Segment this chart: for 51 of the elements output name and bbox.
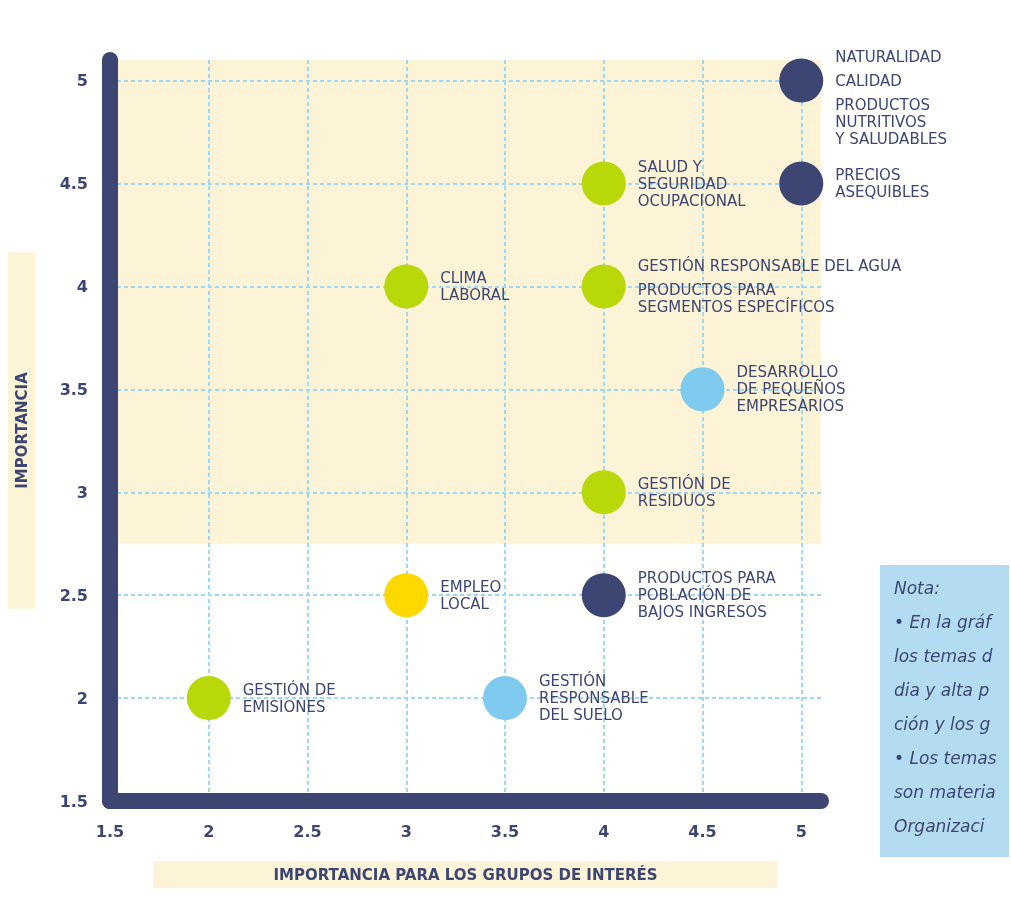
text: • En la gráf [894,611,995,632]
y-tick-label: 2.5 [59,585,88,605]
y-tick-label: 4.5 [59,174,88,193]
y-tick-label: 5 [76,71,88,91]
annotation: EMPLEO LOCAL [440,577,502,613]
x-tick-label: 4 [598,821,610,841]
point [186,676,231,721]
point [483,676,527,721]
annotation: GESTIÓN RESPONSABLE DEL SUELO [539,671,649,725]
x-axis-title: IMPORTANCIA PARA LOS GRUPOS DE INTERÉS [273,864,658,884]
y-tick-label: 2 [76,688,88,708]
text: Nota: [894,577,940,598]
point [779,161,824,206]
point [680,367,725,412]
annotation: PRECIOS ASEQUIBLES [835,166,930,201]
x-tick-label: 2 [203,821,215,841]
x-tick-label: 2.5 [293,821,322,841]
y-axis-title: IMPORTANCIA [12,371,31,489]
annotation: PRODUCTOS PARA POBLACIÓN DE BAJOS INGRESOS [637,569,777,622]
point [384,573,429,618]
text: • Los temas [894,747,997,768]
x-tick-label: 1.5 [95,821,125,841]
annotation: PRODUCTOS NUTRITIVOS Y SALUDABLES [834,95,948,148]
y-tick-label: 1.5 [59,791,88,811]
y-tick-label: 3.5 [59,379,88,399]
point [581,470,626,515]
annotation: GESTIÓN RESPONSABLE DEL AGUA [637,255,902,275]
annotation: SALUD Y SEGURIDAD OCUPACIONAL [637,157,747,210]
x-tick-label: 4.5 [688,821,717,841]
y-tick-label: 3 [76,482,88,502]
annotation: CALIDAD [835,71,902,90]
annotation: DESARROLLO DE PEQUEÑOS EMPRESARIOS [736,363,846,416]
annotation: GESTIÓN DE EMISIONES [242,679,336,716]
annotation: NATURALIDAD [835,47,942,66]
point [779,58,824,103]
y-tick-label: 4 [76,276,88,296]
text: dia y alta p [894,679,990,700]
point [581,161,626,206]
text: ción y los g [894,713,991,734]
point [581,264,626,309]
text: Organizaci [894,815,985,836]
annotation: PRODUCTOS PARA SEGMENTOS ESPECÍFICOS [637,280,835,316]
annotation: GESTIÓN DE RESIDUOS [637,473,731,510]
x-tick-label: 3.5 [490,821,520,841]
annotation: CLIMA LABORAL [440,268,511,304]
x-tick-label: 5 [795,821,807,841]
point [384,264,429,309]
text: los temas d [894,645,993,666]
point [581,573,626,618]
x-tick-label: 3 [400,821,412,841]
text: son materia [894,781,996,802]
